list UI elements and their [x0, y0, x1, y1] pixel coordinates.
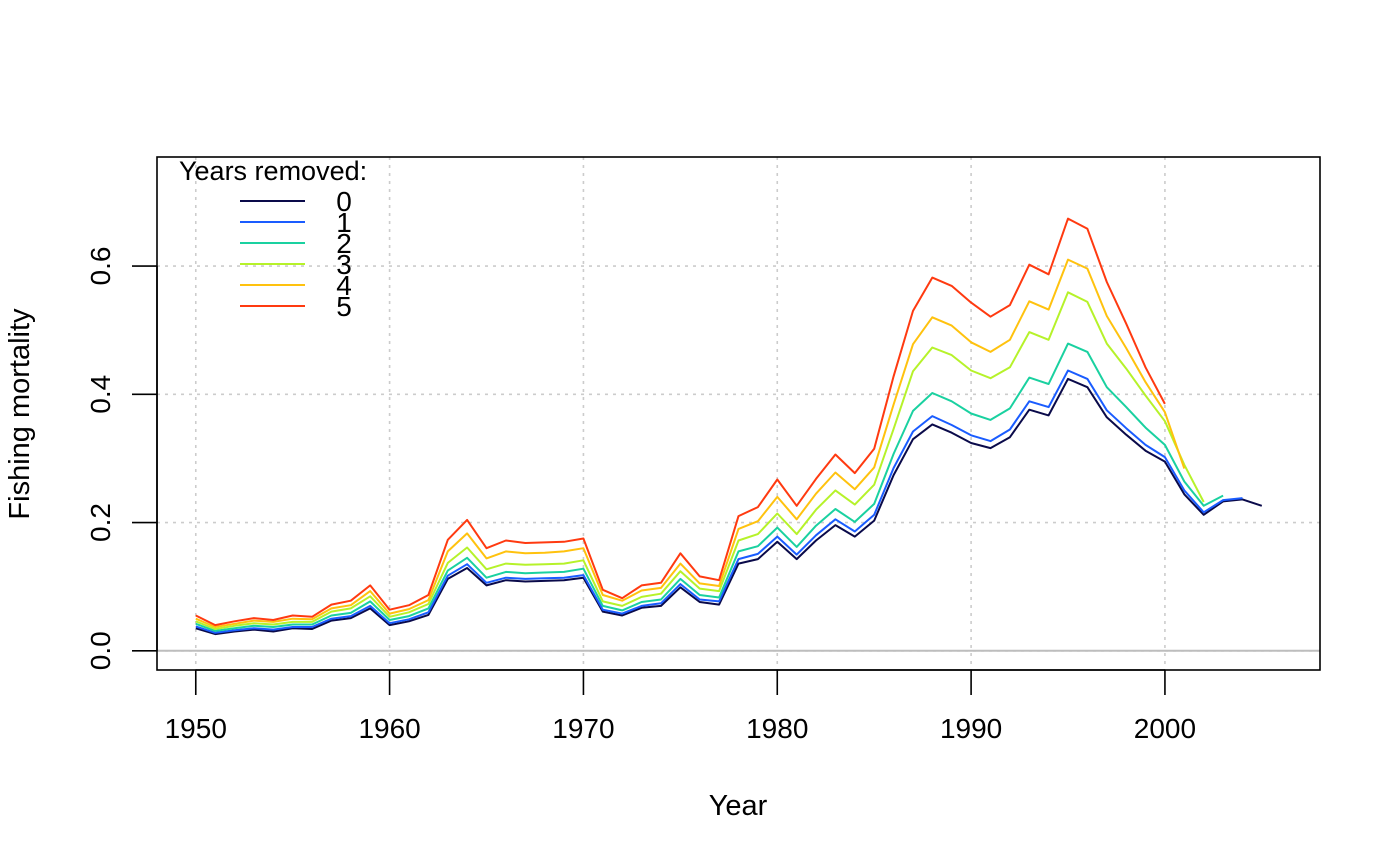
series-line-3 — [195, 291, 1205, 630]
x-tick-label: 2000 — [1134, 713, 1196, 744]
x-tick-label: 1960 — [358, 713, 420, 744]
legend-label-2: 2 — [336, 228, 352, 259]
x-tick-label: 1990 — [940, 713, 1002, 744]
series-line-1 — [195, 369, 1243, 634]
x-tick-label: 1970 — [552, 713, 614, 744]
x-tick-label: 1950 — [165, 713, 227, 744]
legend-label-0: 0 — [336, 186, 352, 217]
grid-layer — [157, 157, 1320, 670]
y-tick-label: 0.6 — [85, 247, 116, 286]
plot-frame — [156, 156, 1321, 671]
y-tick-label: 0.4 — [85, 375, 116, 414]
legend-title: Years removed: — [179, 156, 367, 186]
series-line-2 — [195, 342, 1224, 632]
y-axis-title: Fishing mortality — [4, 308, 36, 520]
x-tick-label: 1980 — [746, 713, 808, 744]
series-line-4 — [195, 258, 1186, 628]
x-axis-title: Year — [709, 790, 768, 822]
series-layer — [195, 217, 1263, 636]
y-tick-label: 0.2 — [85, 503, 116, 542]
y-tick-label: 0.0 — [85, 631, 116, 670]
legend-label-3: 3 — [336, 249, 352, 280]
legend-label-1: 1 — [336, 207, 352, 238]
axis-layer: 1950 1960 1970 1980 1990 2000 0.0 0.2 0.4 0.6 — [85, 247, 1196, 744]
series-line-0 — [195, 377, 1263, 636]
legend-label-4: 4 — [336, 270, 352, 301]
legend-label-5: 5 — [336, 291, 352, 322]
series-line-5 — [195, 217, 1166, 627]
